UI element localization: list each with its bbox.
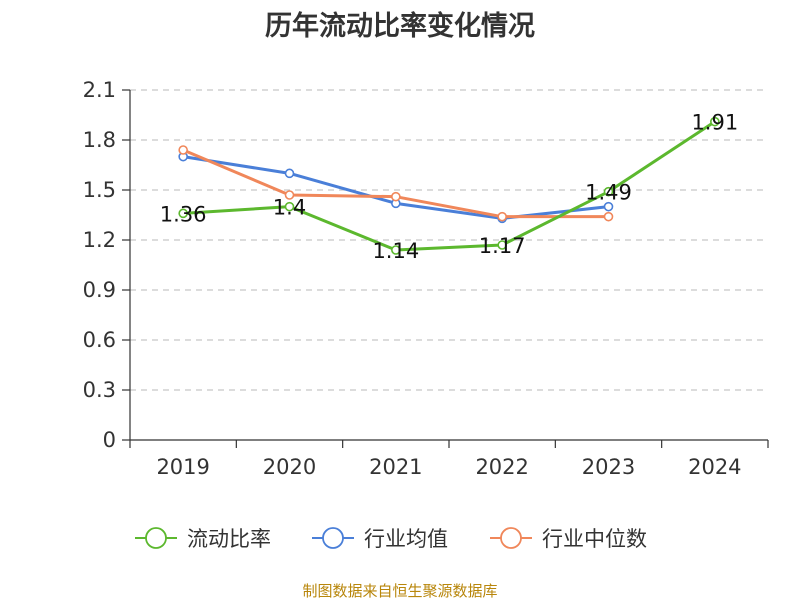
data-point <box>603 211 614 222</box>
x-axis-ticks: 2019 2020 2021 2022 2023 2024 <box>129 440 769 479</box>
data-labels: 1.36 1.4 1.14 1.17 1.49 1.91 <box>160 111 738 263</box>
data-point <box>603 201 614 212</box>
legend-label: 行业均值 <box>364 527 448 551</box>
y-tick-label: 1.2 <box>83 228 116 252</box>
legend-label: 流动比率 <box>187 527 271 551</box>
y-tick-label: 0 <box>103 428 116 452</box>
data-label: 1.4 <box>273 196 306 220</box>
legend-marker <box>500 527 522 549</box>
data-point <box>178 145 188 155</box>
legend-label: 行业中位数 <box>542 527 647 551</box>
grid-lines <box>130 89 768 391</box>
series-line <box>183 120 716 252</box>
x-tick-label: 2023 <box>582 455 635 479</box>
series-lines <box>178 116 720 255</box>
data-point <box>391 191 401 202</box>
data-point <box>284 190 295 200</box>
x-tick-label: 2022 <box>475 455 528 479</box>
data-point <box>497 240 507 250</box>
source-note: 制图数据来自恒生聚源数据库 <box>302 582 498 600</box>
data-point <box>178 208 188 219</box>
y-tick-label: 1.8 <box>83 128 116 152</box>
legend-marker <box>145 527 167 549</box>
data-label: 1.14 <box>372 239 419 263</box>
x-tick-label: 2020 <box>263 455 316 479</box>
y-axis-ticks: 0 0.3 0.6 0.9 1.2 1.5 1.8 2.1 <box>83 78 130 452</box>
data-label: 1.36 <box>160 202 207 226</box>
data-point <box>284 168 295 179</box>
data-label: 1.91 <box>691 111 738 135</box>
data-point <box>710 116 720 127</box>
data-point <box>603 186 614 197</box>
data-label: 1.49 <box>585 181 632 205</box>
y-tick-label: 1.5 <box>83 178 116 202</box>
legend-marker <box>322 527 344 549</box>
x-tick-label: 2021 <box>369 455 422 479</box>
x-tick-label: 2024 <box>688 455 741 479</box>
data-point <box>391 245 401 255</box>
data-point <box>284 201 295 212</box>
data-label: 1.17 <box>479 234 526 258</box>
chart-title: 历年流动比率变化情况 <box>265 11 535 42</box>
y-tick-label: 0.3 <box>83 378 116 402</box>
legend: 流动比率 行业均值 行业中位数 <box>135 527 647 551</box>
axes <box>129 90 768 441</box>
y-tick-label: 0.9 <box>83 278 116 302</box>
data-point <box>497 211 507 222</box>
y-tick-label: 2.1 <box>83 78 116 102</box>
y-tick-label: 0.6 <box>83 328 116 352</box>
x-tick-label: 2019 <box>156 455 209 479</box>
